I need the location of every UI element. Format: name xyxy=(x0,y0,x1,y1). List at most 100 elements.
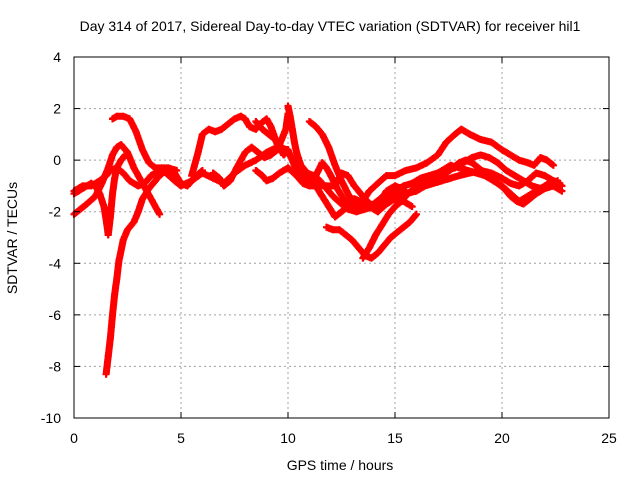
data-point xyxy=(532,190,540,198)
series-arc-8 xyxy=(284,102,566,216)
y-tick-label: -10 xyxy=(41,410,61,426)
data-point xyxy=(237,112,245,120)
data-point xyxy=(498,174,506,182)
data-point xyxy=(121,151,129,159)
data-point xyxy=(498,146,506,154)
data-point xyxy=(412,164,420,172)
data-point xyxy=(323,182,331,190)
data-point xyxy=(299,179,307,187)
data-point xyxy=(455,172,463,180)
y-tick-label: -6 xyxy=(49,307,62,323)
x-tick-label: 0 xyxy=(70,430,78,446)
data-point xyxy=(500,185,508,193)
data-point xyxy=(98,179,106,187)
data-point xyxy=(138,179,146,187)
data-point xyxy=(406,218,414,226)
data-point xyxy=(260,154,268,162)
data-point xyxy=(487,174,495,182)
data-point xyxy=(310,172,318,180)
data-point xyxy=(173,166,181,174)
data-point xyxy=(79,185,87,193)
data-point xyxy=(466,130,474,138)
data-point xyxy=(408,203,416,211)
data-point xyxy=(293,172,301,180)
data-point xyxy=(335,226,343,234)
data-point xyxy=(325,143,333,151)
y-tick-label: -8 xyxy=(49,358,62,374)
x-tick-label: 5 xyxy=(177,430,185,446)
data-point xyxy=(541,172,549,180)
data-point xyxy=(462,156,470,164)
series-arc-3 xyxy=(70,151,129,239)
data-point xyxy=(357,190,365,198)
data-point xyxy=(526,195,534,203)
data-point xyxy=(449,164,457,172)
data-point xyxy=(263,115,271,123)
data-point xyxy=(344,172,352,180)
data-point xyxy=(109,115,117,123)
data-point xyxy=(147,172,155,180)
data-point xyxy=(258,125,266,133)
series-arc-4 xyxy=(102,166,206,378)
data-point xyxy=(269,174,277,182)
data-point xyxy=(151,177,159,185)
data-point xyxy=(278,143,286,151)
data-point xyxy=(530,161,538,169)
data-point xyxy=(481,169,489,177)
series-arc-13 xyxy=(359,156,566,262)
data-point xyxy=(382,190,390,198)
data-point xyxy=(267,123,275,131)
data-point xyxy=(549,182,557,190)
data-point xyxy=(502,166,510,174)
data-point xyxy=(113,275,121,283)
x-tick-label: 15 xyxy=(387,430,403,446)
grid xyxy=(74,57,609,418)
data-point xyxy=(331,182,339,190)
data-point xyxy=(382,172,390,180)
data-point xyxy=(410,185,418,193)
data-point xyxy=(464,166,472,174)
data-point xyxy=(391,187,399,195)
data-point xyxy=(226,177,234,185)
data-point xyxy=(248,143,256,151)
data-point xyxy=(494,179,502,187)
data-point xyxy=(198,130,206,138)
data-point xyxy=(554,177,562,185)
data-point xyxy=(378,221,386,229)
data-point xyxy=(487,138,495,146)
data-point xyxy=(305,117,313,125)
data-point xyxy=(404,190,412,198)
x-tick-label: 10 xyxy=(280,430,296,446)
data-point xyxy=(340,195,348,203)
data-point xyxy=(216,174,224,182)
data-point xyxy=(106,213,114,221)
data-point xyxy=(245,123,253,131)
data-point xyxy=(355,244,363,252)
data-point xyxy=(132,128,140,136)
data-point xyxy=(113,112,121,120)
data-point xyxy=(183,182,191,190)
data-point xyxy=(119,169,127,177)
data-point xyxy=(342,231,350,239)
data-point xyxy=(273,146,281,154)
data-point xyxy=(198,166,206,174)
data-point xyxy=(494,159,502,167)
data-point xyxy=(327,172,335,180)
data-point xyxy=(102,215,110,223)
data-point xyxy=(549,161,557,169)
x-axis-label: GPS time / hours xyxy=(287,457,394,473)
data-point xyxy=(209,169,217,177)
data-point xyxy=(117,141,125,149)
data-point xyxy=(194,148,202,156)
data-point xyxy=(543,156,551,164)
data-point xyxy=(472,169,480,177)
data-point xyxy=(104,352,112,360)
data-point xyxy=(109,311,117,319)
data-point xyxy=(507,151,515,159)
data-point xyxy=(286,112,294,120)
data-point xyxy=(205,125,213,133)
data-point xyxy=(241,161,249,169)
data-point xyxy=(164,164,172,172)
data-point xyxy=(325,203,333,211)
